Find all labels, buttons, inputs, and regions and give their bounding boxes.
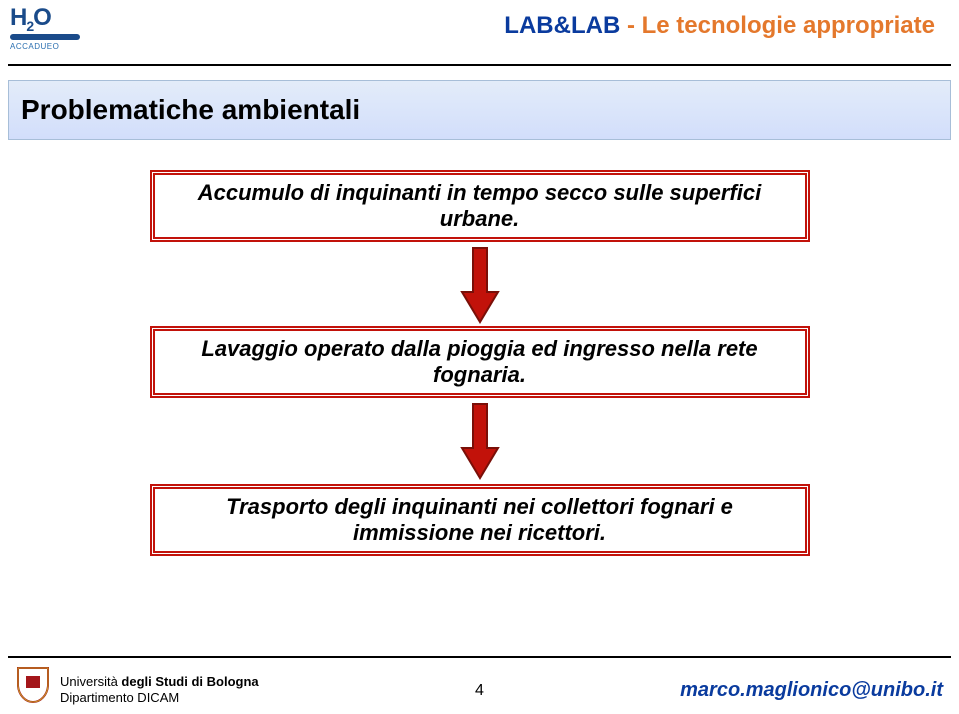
page-number: 4 (475, 682, 484, 700)
header-sep: - (620, 12, 641, 39)
logo: H2O ACCADUEO (10, 6, 110, 60)
uni-pre: Università (60, 674, 121, 689)
university-text: Università degli Studi di Bologna Dipart… (60, 674, 259, 707)
university-crest-icon (12, 664, 54, 706)
box-trasporto-text: Trasporto degli inquinanti nei collettor… (173, 494, 787, 546)
logo-h: H (10, 4, 26, 31)
header-rule (8, 64, 951, 66)
header-title: LAB&LAB - Le tecnologie appropriate (504, 12, 935, 40)
box-accumulo: Accumulo di inquinanti in tempo secco su… (150, 170, 810, 242)
logo-text: H2O (10, 6, 110, 33)
footer: Università degli Studi di Bologna Dipart… (0, 658, 959, 714)
box-trasporto: Trasporto degli inquinanti nei collettor… (150, 484, 810, 556)
logo-wave (10, 34, 80, 40)
footer-email: marco.maglionico@unibo.it (680, 679, 943, 702)
header-rest: Le tecnologie appropriate (642, 12, 935, 39)
section-title-bar: Problematiche ambientali (8, 80, 951, 140)
slide: H2O ACCADUEO LAB&LAB - Le tecnologie app… (0, 0, 959, 714)
university-line1: Università degli Studi di Bologna (60, 674, 259, 690)
arrow-1 (460, 246, 500, 324)
section-title: Problematiche ambientali (21, 94, 360, 126)
arrow-2 (460, 402, 500, 480)
uni-bold: degli Studi di Bologna (121, 674, 258, 689)
box-lavaggio-text: Lavaggio operato dalla pioggia ed ingres… (173, 336, 787, 388)
header-prefix: LAB&LAB (504, 12, 620, 39)
box-lavaggio: Lavaggio operato dalla pioggia ed ingres… (150, 326, 810, 398)
box-accumulo-text: Accumulo di inquinanti in tempo secco su… (173, 180, 787, 232)
university-line2: Dipartimento DICAM (60, 690, 259, 706)
logo-subtitle: ACCADUEO (10, 42, 110, 51)
logo-o: O (33, 4, 51, 31)
